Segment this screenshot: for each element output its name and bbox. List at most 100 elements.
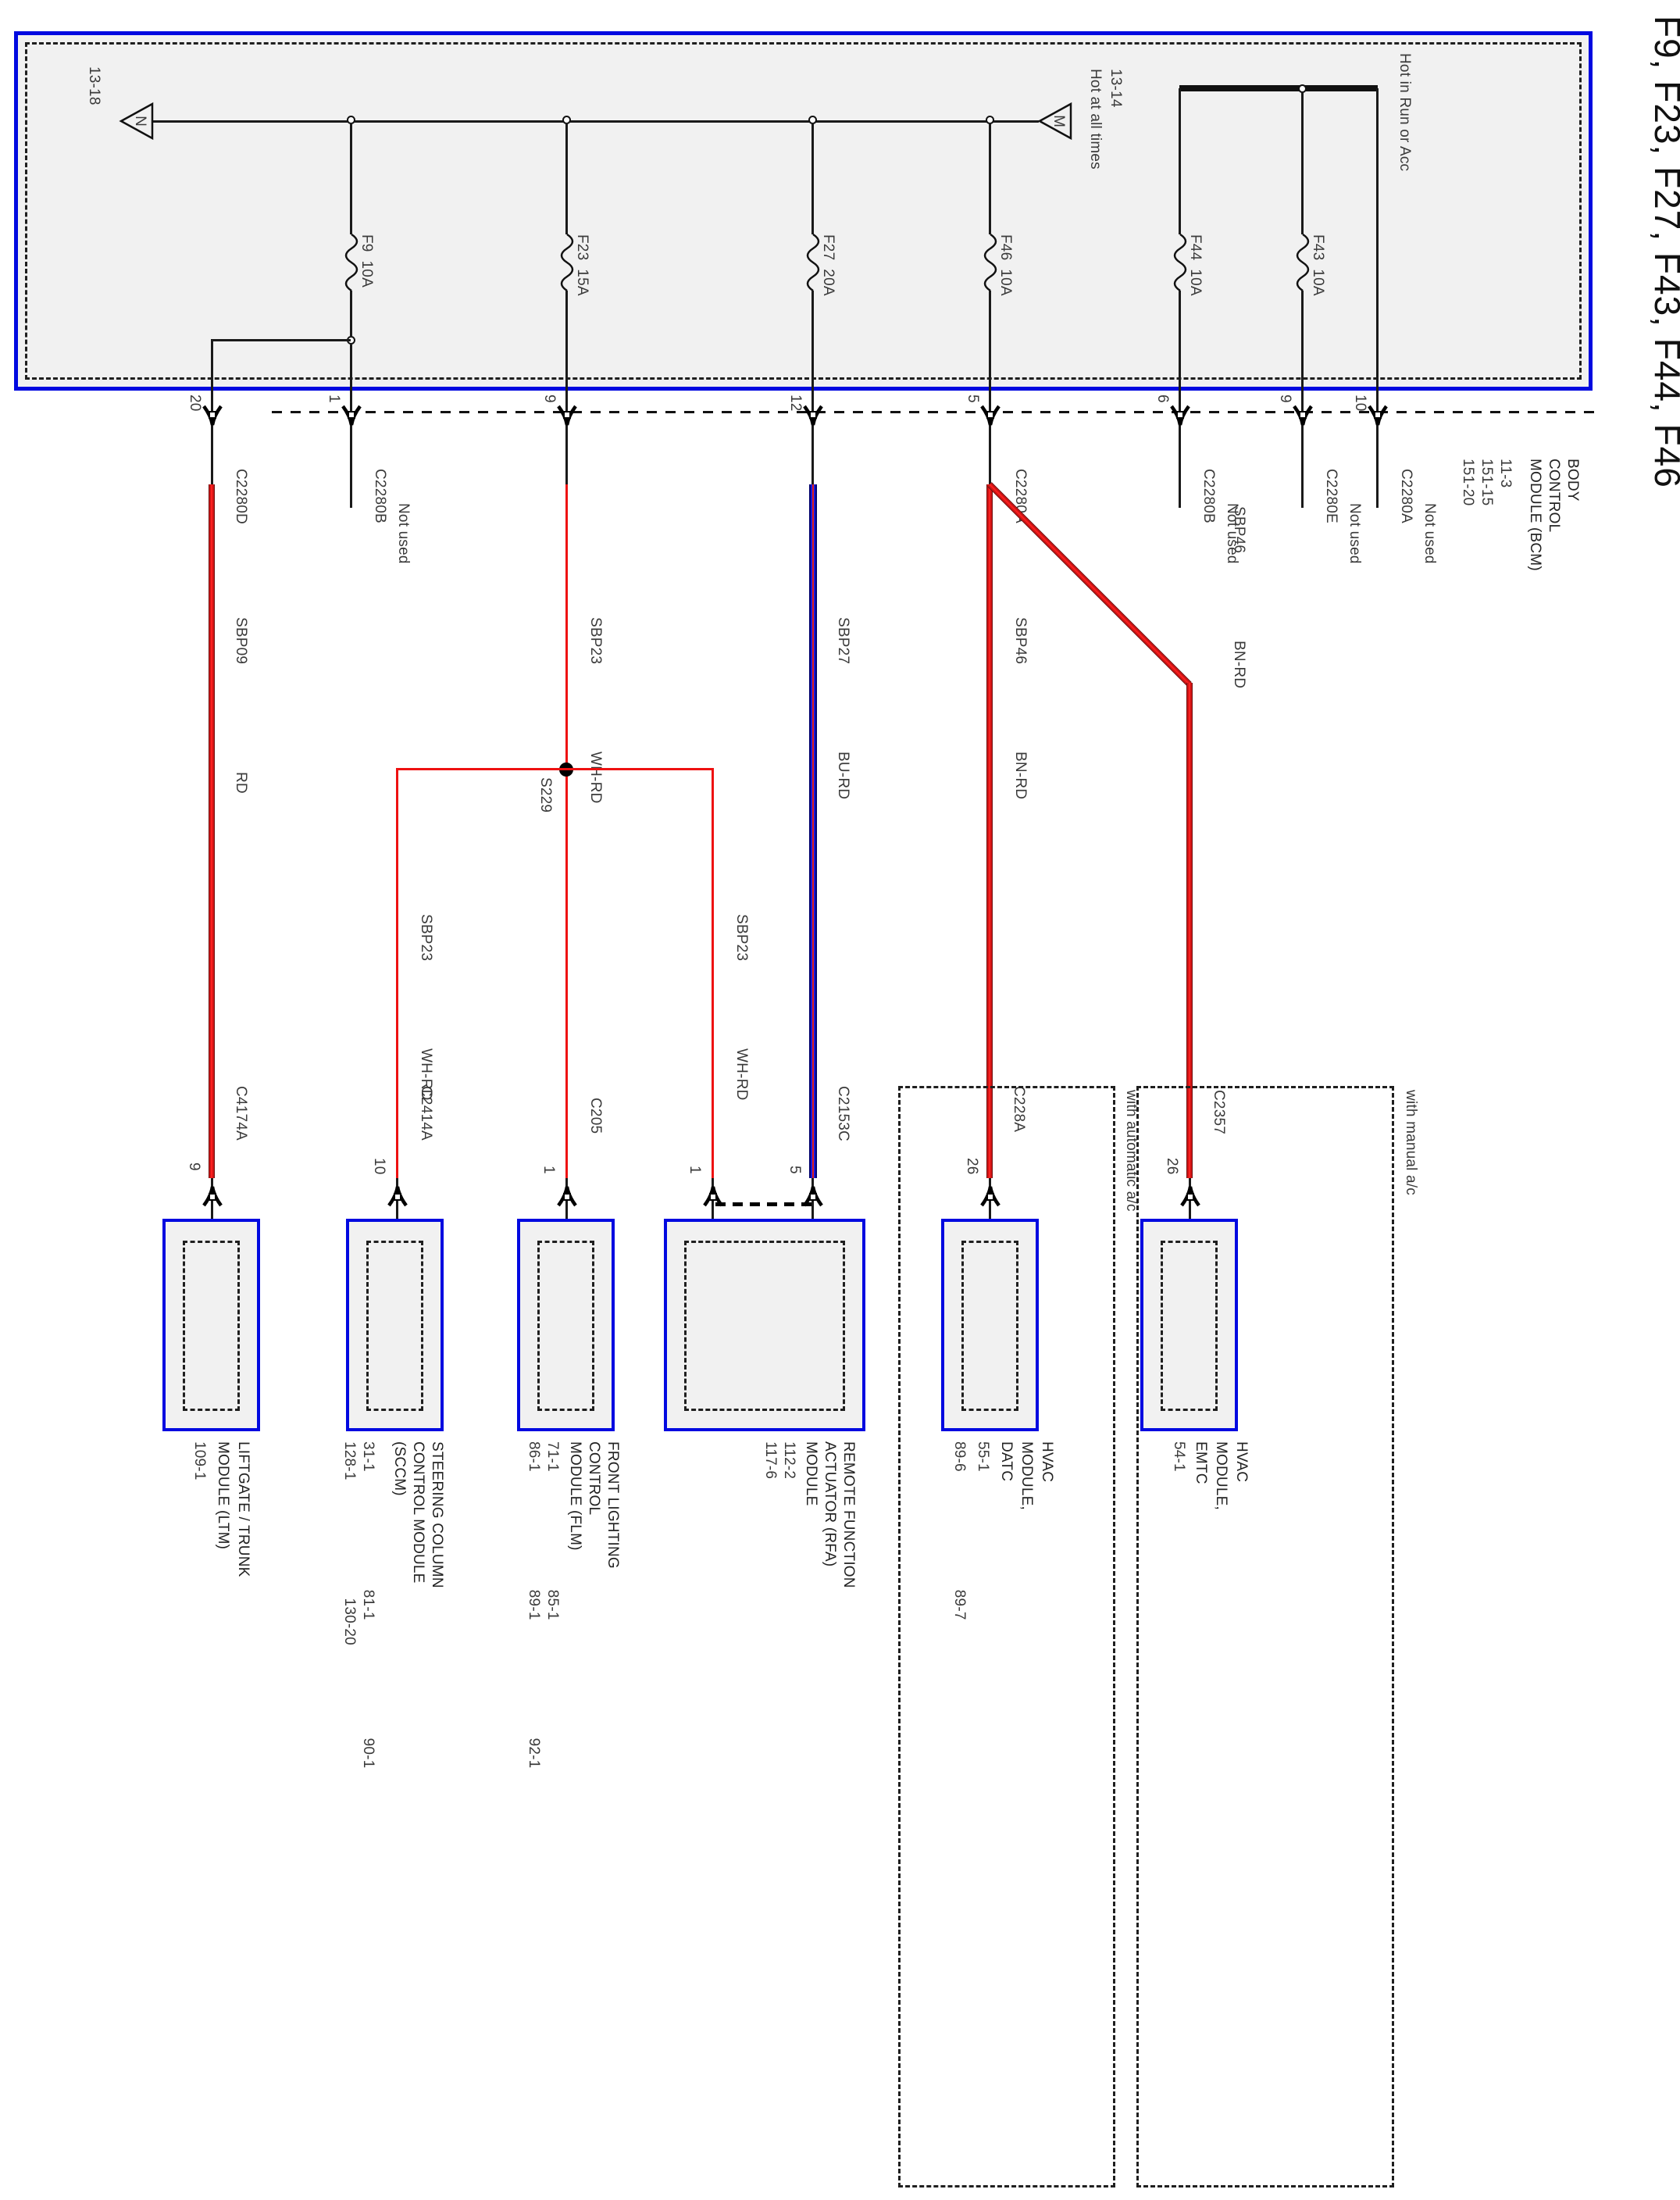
hot-run-acc-label: Hot in Run or Acc	[1396, 53, 1413, 172]
bcm-connector-plane-dashed	[266, 411, 1594, 413]
datc-name-line3: DATC	[998, 1441, 1015, 1482]
f43-pin-number: 9	[1277, 395, 1293, 403]
wire-sbp23-main	[565, 484, 568, 1178]
f43-connector: C2280E	[1323, 469, 1339, 523]
f9-jog-to-pin20	[212, 339, 351, 341]
rfa-name-line1: REMOTE FUNCTION	[840, 1441, 857, 1588]
option-label-manual-ac: with manual a/c	[1403, 1090, 1419, 1196]
datc-refs-line1: 55-1	[975, 1441, 991, 1472]
datc-refs-line2: 89-6 89-7	[951, 1441, 968, 1620]
sccm-pin-number: 10	[371, 1158, 387, 1175]
connector-arrow-pin20	[202, 404, 223, 427]
splice-s229-label: S229	[537, 777, 554, 813]
flm-inner-dashed	[537, 1241, 594, 1411]
connector-arrow-f23	[557, 404, 577, 427]
flm-name-line2: CONTROL	[586, 1441, 602, 1516]
ltm-pin-number: 9	[186, 1162, 202, 1171]
fuse-f27-label: F27 20A	[820, 234, 836, 296]
fuse-f23	[560, 233, 574, 292]
pin1-number: 1	[326, 395, 342, 403]
f46-wire-a	[989, 123, 991, 234]
sbp23-main-circuit: SBP23	[587, 617, 604, 665]
fuse-f27	[806, 233, 820, 292]
sbp27-circuit: SBP27	[835, 617, 851, 665]
wire-sbp27	[809, 484, 817, 1178]
f23-wire-b	[565, 291, 568, 391]
connector-arrow-pin1	[341, 404, 362, 427]
datc-name-line2: MODULE,	[1018, 1441, 1035, 1510]
ltm-connector: C4174A	[233, 1086, 249, 1141]
wire-sbp46-datc	[986, 484, 993, 1178]
f23-pin-number: 9	[541, 395, 558, 403]
rfa-name-line3: MODULE	[803, 1441, 819, 1506]
pin1-connector: C2280B	[372, 469, 388, 523]
bus-hot-at-all-times	[153, 120, 1039, 123]
f46-wire-b	[989, 291, 991, 391]
bcm-name-line2: CONTROL	[1546, 459, 1562, 533]
wire-sbp23-sccm	[396, 768, 398, 1178]
sbp46-datc-circuit: SBP46	[1012, 617, 1029, 665]
bcm-page-ref-1: 11-3	[1497, 459, 1514, 488]
sccm-inner-dashed	[366, 1241, 423, 1411]
emtc-inner-dashed	[1161, 1241, 1218, 1411]
f23-wire-a	[565, 123, 568, 234]
rfa-refs-line2: 117-6	[762, 1441, 779, 1480]
f27-wire-b	[811, 291, 814, 391]
f27-wire-a	[811, 123, 814, 234]
f44-connector: C2280B	[1200, 469, 1217, 523]
emtc-name-line3: EMTC	[1193, 1441, 1209, 1484]
sbp27-color: BU-RD	[835, 752, 851, 800]
f44-pin-number: 6	[1154, 395, 1171, 403]
f27-pin-number: 12	[787, 395, 804, 412]
svg-text:N: N	[132, 116, 148, 127]
sbp09-circuit: SBP09	[233, 617, 249, 665]
hot-all-times-ref: 13-14	[1108, 69, 1124, 108]
fuse-f43-label: F43 10A	[1310, 234, 1326, 296]
pin1-not-used: Not used	[395, 503, 412, 564]
sbp23-rfa-color: WH-RD	[733, 1048, 750, 1101]
f9-wire-a	[350, 123, 352, 234]
sbp23-sccm-circuit: SBP23	[418, 914, 434, 962]
flm-pin-number: 1	[540, 1166, 557, 1174]
splice-branch-riser	[397, 768, 712, 770]
rfa-inner-dashed	[684, 1241, 845, 1411]
triangle-n: N	[119, 102, 154, 141]
pin10-not-used: Not used	[1421, 503, 1438, 564]
rfa-pin5-number: 5	[786, 1166, 803, 1174]
triangle-m: M	[1037, 102, 1072, 141]
sbp23-main-color: WH-RD	[587, 752, 604, 804]
f44-wire-a	[1179, 88, 1181, 234]
sccm-name-line1: STEERING COLUMN	[429, 1441, 445, 1588]
fuse-f9	[344, 233, 358, 292]
ltm-name-line1: LIFTGATE / TRUNK	[235, 1441, 251, 1577]
triangle-n-ref: 13-18	[86, 66, 102, 105]
hot-all-times-label: Hot at all times	[1087, 69, 1104, 170]
f43-wire-b	[1301, 291, 1304, 391]
f9-wire-b	[350, 291, 352, 336]
f44-wire-b	[1179, 291, 1181, 391]
flm-refs-line1: 71-1 85-1	[544, 1441, 561, 1620]
rfa-connector: C2153C	[835, 1086, 851, 1141]
sccm-refs-line2: 128-1 130-20	[341, 1441, 358, 1645]
sbp46-emtc-color: BN-RD	[1231, 641, 1247, 689]
sbp09-color: RD	[233, 772, 249, 794]
bcm-page-ref-3: 151-20	[1460, 459, 1476, 506]
sccm-name-line3: (SCCM)	[391, 1441, 408, 1496]
f43-not-used: Not used	[1346, 503, 1363, 564]
ltm-inner-dashed	[183, 1241, 240, 1411]
sbp46-datc-color: BN-RD	[1012, 752, 1029, 800]
emtc-refs-line1: 54-1	[1171, 1441, 1187, 1472]
fuse-f44-label: F44 10A	[1187, 234, 1204, 296]
page-title: F9, F23, F27, F43, F44, F46	[1647, 16, 1680, 488]
fuse-f9-label: F9 10A	[358, 234, 375, 288]
wire-sbp23-rfa	[712, 768, 714, 1178]
fuse-f46	[983, 233, 997, 292]
bcm-name-line3: MODULE (BCM)	[1527, 459, 1543, 571]
f46-pin-number: 5	[965, 395, 981, 403]
rfa-pin1-number: 1	[687, 1166, 703, 1174]
bcm-inner-dashed-border	[25, 42, 1582, 380]
ltm-refs: 109-1	[191, 1441, 208, 1480]
sbp23-rfa-circuit: SBP23	[733, 914, 750, 962]
